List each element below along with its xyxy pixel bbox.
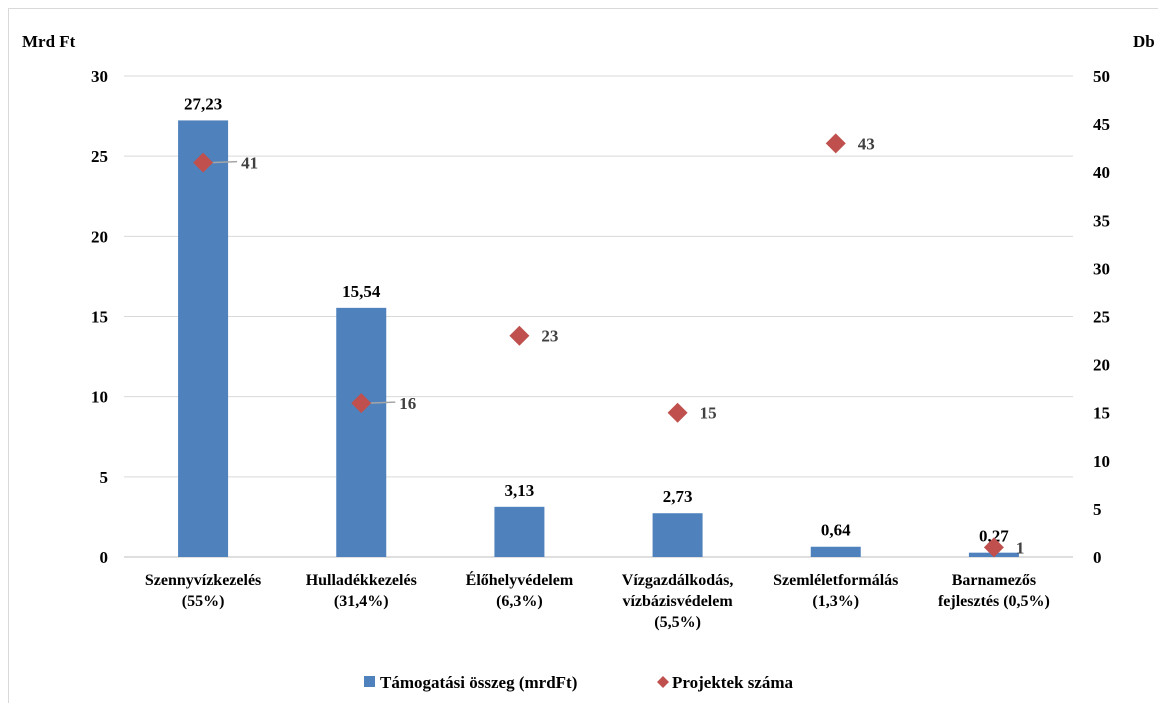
y-left-tick-label: 20 (91, 227, 108, 246)
point-data-label: 43 (858, 134, 875, 153)
diamond-marker (351, 393, 372, 414)
y-left-tick-label: 10 (91, 388, 108, 407)
diamond-marker (825, 133, 846, 154)
y-right-tick-label: 5 (1093, 500, 1102, 519)
x-category-label: (1,3%) (812, 593, 859, 610)
y-left-tick-label: 15 (91, 308, 108, 327)
y-right-tick-label: 0 (1093, 548, 1102, 567)
y-right-axis-label: Db (1133, 32, 1155, 51)
diamond-marker (509, 325, 530, 346)
bar-data-label: 0,64 (821, 521, 851, 540)
y-right-tick-label: 30 (1093, 259, 1110, 278)
x-category-label: Élőhelyvédelem (466, 570, 574, 589)
y-right-tick-label: 20 (1093, 356, 1110, 375)
chart-frame (8, 8, 1158, 703)
diamond-marker (667, 402, 688, 423)
legend-swatch-diamond (657, 676, 669, 688)
x-category-label: Szennyvízkezelés (145, 572, 261, 589)
x-category-label: (6,3%) (496, 593, 543, 610)
y-right-tick-label: 40 (1093, 163, 1110, 182)
x-category-label: Vízgazdálkodás, (622, 572, 734, 589)
legend-swatch-bar (364, 676, 375, 687)
point-data-label: 23 (541, 327, 558, 346)
diamond-marker (983, 537, 1004, 558)
bar (178, 120, 229, 558)
y-right-tick-label: 35 (1093, 211, 1110, 230)
y-right-tick-label: 45 (1093, 115, 1110, 134)
bar-data-label: 2,73 (663, 487, 693, 506)
point-data-label: 15 (700, 404, 717, 423)
x-category-label: (5,5%) (654, 614, 701, 631)
point-data-label: 41 (241, 154, 258, 173)
y-left-tick-label: 5 (100, 468, 109, 487)
bar-data-label: 27,23 (184, 94, 222, 113)
x-category-label: Hulladékkezelés (306, 572, 417, 589)
x-category-label: Szemléletformálás (773, 572, 898, 589)
diamond-marker (193, 152, 214, 173)
x-category-label: Barnamezős (952, 572, 1036, 589)
bar (494, 506, 545, 557)
y-left-axis-label: Mrd Ft (22, 32, 76, 51)
legend-label-diamond: Projektek száma (672, 673, 794, 692)
bar-data-label: 3,13 (505, 481, 535, 500)
y-left-tick-label: 0 (100, 548, 109, 567)
y-right-tick-label: 50 (1093, 67, 1110, 86)
bar-data-label: 15,54 (342, 282, 381, 301)
y-left-tick-label: 25 (91, 147, 108, 166)
bar (810, 546, 861, 557)
x-category-label: (55%) (182, 593, 225, 610)
y-right-tick-label: 10 (1093, 452, 1110, 471)
y-right-tick-label: 25 (1093, 308, 1110, 327)
bar-data-label: 0,27 (979, 527, 1009, 546)
y-right-tick-label: 15 (1093, 404, 1110, 423)
bar (652, 513, 703, 557)
point-data-label: 16 (399, 394, 416, 413)
bar (336, 307, 387, 557)
leader-line (369, 401, 396, 404)
x-category-label: vízbázisvédelem (622, 593, 733, 610)
x-category-label: fejlesztés (0,5%) (938, 593, 1050, 610)
x-category-label: (31,4%) (334, 593, 389, 610)
point-data-label: 1 (1016, 538, 1025, 557)
y-left-tick-label: 30 (91, 67, 108, 86)
legend-label-bar: Támogatási összeg (mrdFt) (380, 673, 577, 692)
leader-line (211, 160, 238, 164)
